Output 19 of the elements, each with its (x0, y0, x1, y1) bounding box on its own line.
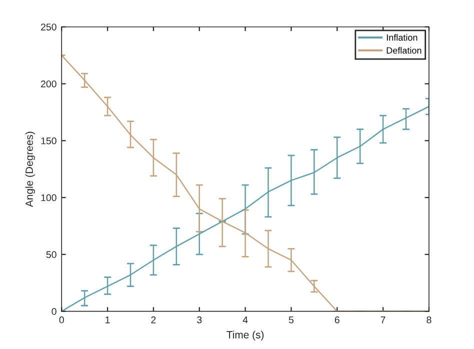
y-tick-label: 150 (41, 137, 56, 144)
y-tick-label: 100 (41, 194, 56, 202)
x-tick-label: 0 (59, 316, 64, 324)
y-tick-label: 250 (41, 24, 56, 30)
y-tick-label: 0 (52, 308, 56, 315)
x-tick-label: 7 (380, 316, 386, 324)
legend-label: Inflation (386, 34, 418, 41)
x-axis-title: Time (s) (226, 330, 264, 340)
y-tick-label: 50 (46, 251, 56, 258)
x-tick-label: 5 (288, 316, 294, 324)
y-tick-label: 200 (41, 80, 56, 88)
y-axis-title: Angle (Degrees) (25, 132, 35, 207)
x-tick-label: 3 (197, 316, 202, 324)
x-tick-label: 4 (242, 316, 248, 324)
x-tick-label: 1 (106, 316, 110, 324)
x-tick-label: 2 (151, 316, 156, 324)
x-tick-label: 6 (334, 316, 340, 324)
legend-label: Deflation (386, 47, 422, 54)
x-tick-label: 8 (426, 316, 432, 324)
